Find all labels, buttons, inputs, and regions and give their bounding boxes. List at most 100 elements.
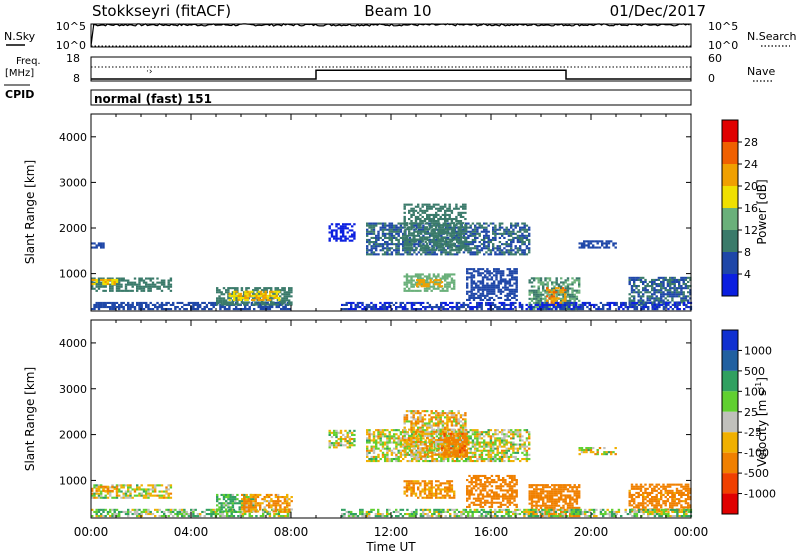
data-cell — [426, 222, 429, 225]
data-cell — [386, 251, 389, 254]
data-cell — [419, 242, 422, 245]
data-cell — [512, 232, 515, 235]
data-cell — [406, 234, 409, 237]
data-cell — [236, 299, 239, 302]
data-cell — [489, 238, 493, 241]
data-cell — [501, 234, 504, 237]
data-cell — [366, 445, 369, 448]
data-cell — [603, 242, 606, 245]
data-cell — [194, 515, 197, 518]
data-cell — [228, 508, 231, 511]
data-cell — [539, 306, 542, 309]
data-cell — [419, 275, 422, 278]
data-cell — [260, 292, 263, 295]
data-cell — [335, 436, 338, 439]
data-cell — [113, 510, 116, 513]
data-cell — [418, 283, 421, 286]
data-cell — [505, 228, 508, 231]
data-cell — [370, 249, 373, 252]
data-cell — [425, 283, 428, 286]
data-cell — [390, 234, 394, 237]
data-cell — [412, 447, 415, 450]
data-cell — [405, 222, 409, 225]
data-cell — [279, 510, 282, 513]
data-cell — [356, 303, 360, 306]
noise-right-tick-top: 10^5 — [708, 20, 738, 33]
data-cell — [405, 410, 409, 413]
data-cell — [379, 236, 382, 239]
data-cell — [216, 303, 219, 306]
data-cell — [111, 303, 114, 306]
data-cell — [393, 243, 396, 246]
data-cell — [563, 308, 567, 311]
data-cell — [220, 301, 223, 304]
data-cell — [111, 484, 114, 487]
data-cell — [435, 238, 439, 241]
data-cell — [459, 205, 463, 208]
data-cell — [115, 278, 119, 281]
data-cell — [169, 496, 173, 499]
data-cell — [124, 492, 128, 495]
data-cell — [377, 222, 380, 225]
data-cell — [104, 283, 107, 286]
data-cell — [434, 279, 437, 282]
data-cell — [448, 209, 451, 212]
data-cell — [210, 301, 213, 304]
data-cell — [140, 279, 143, 282]
data-cell — [511, 270, 514, 273]
data-cell — [156, 306, 159, 309]
data-cell — [344, 440, 347, 443]
data-cell — [484, 270, 487, 273]
data-cell — [493, 288, 496, 291]
data-cell — [498, 308, 501, 311]
data-cell — [339, 431, 343, 434]
data-cell — [386, 236, 389, 239]
data-cell — [671, 308, 675, 311]
data-cell — [147, 277, 150, 280]
data-cell — [553, 285, 556, 288]
data-cell — [415, 226, 418, 229]
data-cell — [229, 287, 232, 290]
data-cell — [415, 453, 418, 456]
data-cell — [386, 224, 389, 227]
data-cell — [684, 287, 688, 290]
data-cell — [342, 235, 345, 238]
data-cell — [151, 486, 155, 489]
data-cell — [410, 279, 413, 282]
data-cell — [562, 281, 565, 284]
data-cell — [503, 441, 506, 444]
data-cell — [366, 232, 369, 235]
data-cell — [435, 447, 439, 450]
data-cell — [386, 245, 389, 248]
data-cell — [160, 494, 164, 497]
data-cell — [390, 437, 394, 440]
data-cell — [471, 460, 475, 463]
data-cell — [199, 303, 202, 306]
data-cell — [424, 445, 427, 448]
data-cell — [390, 458, 394, 461]
data-cell — [605, 244, 608, 247]
data-cell — [498, 232, 502, 235]
data-cell — [569, 293, 572, 296]
data-cell — [423, 238, 427, 241]
data-cell — [142, 508, 146, 511]
data-cell — [366, 431, 369, 434]
data-cell — [403, 441, 406, 444]
data-cell — [444, 275, 447, 278]
data-cell — [264, 308, 267, 311]
data-cell — [476, 435, 479, 438]
data-cell — [104, 301, 107, 304]
data-cell — [684, 285, 688, 288]
data-cell — [479, 292, 482, 295]
data-cell — [414, 275, 418, 278]
data-cell — [633, 306, 636, 309]
data-cell — [501, 455, 504, 458]
data-cell — [638, 303, 641, 306]
data-cell — [528, 241, 531, 244]
data-cell — [498, 247, 502, 250]
data-cell — [333, 431, 336, 434]
data-cell — [660, 280, 663, 283]
data-cell — [288, 498, 291, 501]
data-cell — [145, 494, 148, 497]
data-cell — [368, 226, 371, 229]
